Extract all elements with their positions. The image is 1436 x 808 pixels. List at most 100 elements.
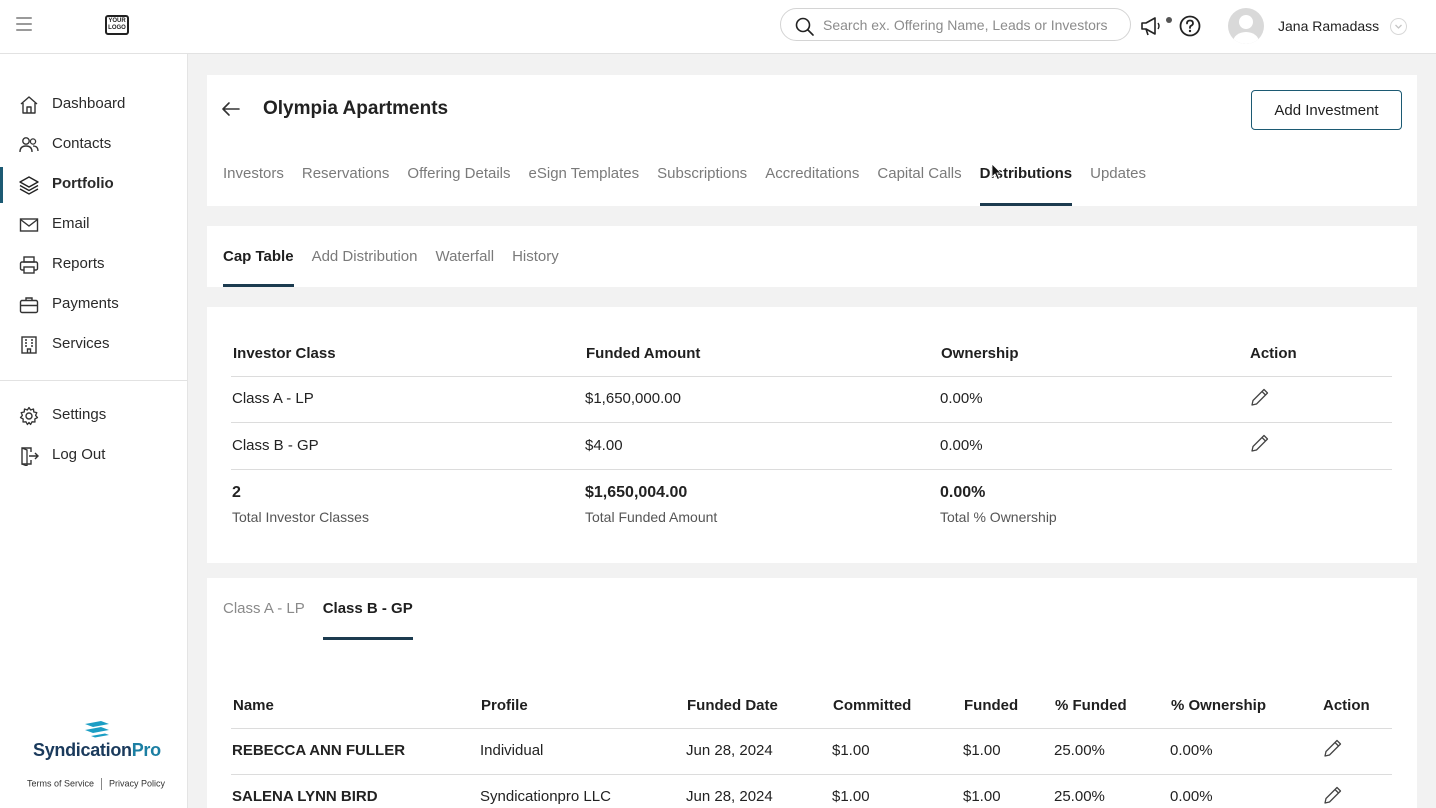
total-funded-value: $1,650,004.00 [585,484,688,501]
percent-funded-cell: 25.00% [1054,788,1105,805]
row-divider [231,728,1392,729]
sidebar-item-label: Payments [52,295,119,312]
column-header: Name [233,697,274,714]
tab-updates[interactable]: Updates [1090,165,1146,182]
mouse-cursor-icon [991,163,1002,181]
menu-icon[interactable] [16,17,32,31]
sidebar-item-contacts[interactable]: Contacts [0,127,187,163]
column-header: Committed [833,697,912,714]
user-name[interactable]: Jana Ramadass [1278,18,1380,34]
tab-class-a-lp[interactable]: Class A - LP [223,600,305,617]
subtab-waterfall[interactable]: Waterfall [435,248,495,265]
sidebar-item-label: Dashboard [52,95,126,112]
column-header: % Ownership [1171,697,1267,714]
gear-icon [19,406,39,426]
notification-dot [1166,17,1172,23]
logout-icon [21,447,39,466]
sidebar-item-portfolio[interactable]: Portfolio [0,167,187,203]
add-investment-button[interactable]: Add Investment [1251,90,1402,130]
terms-link[interactable]: Terms of Service [27,778,95,789]
back-arrow-icon[interactable] [221,101,241,117]
sidebar-item-label: Portfolio [52,175,114,192]
sidebar-item-payments[interactable]: Payments [0,287,187,323]
tab-reservations[interactable]: Reservations [301,165,390,182]
sidebar-item-label: Services [52,335,110,352]
page-title: Olympia Apartments [263,98,449,119]
column-header: Action [1323,697,1370,714]
sidebar-item-label: Log Out [52,446,106,463]
printer-icon [19,256,39,274]
edit-pencil-icon[interactable] [1249,433,1270,454]
edit-pencil-icon[interactable] [1322,785,1343,806]
search-input[interactable] [823,15,1123,35]
total-ownership-value: 0.00% [940,484,986,501]
column-header: Funded Date [687,697,778,714]
sidebar-item-reports[interactable]: Reports [0,247,187,283]
users-icon [19,137,39,153]
privacy-link[interactable]: Privacy Policy [109,778,166,789]
investor-name-cell[interactable]: SALENA LYNN BIRD [232,788,378,805]
profile-cell: Individual [480,742,544,759]
sidebar-item-label: Settings [52,406,107,423]
profile-cell: Syndicationpro LLC [480,788,611,805]
investor-name-cell[interactable]: REBECCA ANN FULLER [232,742,406,759]
column-header: Action [1250,345,1297,362]
megaphone-icon[interactable] [1140,15,1164,37]
avatar[interactable] [1228,8,1264,44]
sidebar-item-email[interactable]: Email [0,207,187,243]
column-header: Funded [964,697,1019,714]
column-header: Funded Amount [586,345,701,362]
total-funded-label: Total Funded Amount [585,509,718,525]
home-icon [20,96,38,114]
tab-class-b-gp[interactable]: Class B - GP [322,600,413,640]
offering-tabs: Investors Reservations Offering Details eSi… [223,165,1164,206]
percent-funded-cell: 25.00% [1054,742,1105,759]
percent-ownership-cell: 0.00% [1170,788,1213,805]
subtab-history[interactable]: History [512,248,559,265]
sidebar-item-logout[interactable]: Log Out [0,438,187,474]
tab-accreditations[interactable]: Accreditations [765,165,860,182]
mail-icon [19,218,39,232]
tab-subscriptions[interactable]: Subscriptions [657,165,748,182]
total-classes-value: 2 [232,484,241,501]
tab-offering-details[interactable]: Offering Details [407,165,511,182]
help-icon[interactable] [1179,15,1201,37]
funded-cell: $1.00 [963,788,1001,805]
sidebar: Dashboard Contacts Portfolio Email Repor… [0,54,188,808]
company-logo: YOUR LOGO [105,15,129,35]
footer-links: Terms of Service Privacy Policy [27,778,165,790]
subtab-cap-table[interactable]: Cap Table [223,248,294,287]
brand-mark-icon [85,721,109,738]
briefcase-icon [19,297,39,314]
sidebar-item-settings[interactable]: Settings [0,398,187,434]
layers-icon [19,176,39,195]
sidebar-item-label: Contacts [52,135,112,152]
cap-table: Investor Class Funded Amount Ownership A… [207,307,1417,563]
funded-cell: $1.00 [963,742,1001,759]
chevron-down-icon[interactable] [1390,18,1407,35]
column-header: Ownership [941,345,1019,362]
subtab-add-distribution[interactable]: Add Distribution [311,248,418,265]
search-icon [795,17,814,36]
row-divider [231,376,1392,377]
row-divider [231,469,1392,470]
tab-esign-templates[interactable]: eSign Templates [528,165,640,182]
class-investors: Class A - LP Class B - GP Name Profile Fu… [207,578,1417,808]
committed-cell: $1.00 [832,742,870,759]
tab-capital-calls[interactable]: Capital Calls [877,165,962,182]
tab-investors[interactable]: Investors [223,165,284,182]
row-divider [231,422,1392,423]
edit-pencil-icon[interactable] [1322,738,1343,759]
ownership-cell: 0.00% [940,437,983,454]
column-header: Investor Class [233,345,336,362]
sidebar-item-services[interactable]: Services [0,327,187,363]
sidebar-item-dashboard[interactable]: Dashboard [0,87,187,123]
edit-pencil-icon[interactable] [1249,387,1270,408]
tab-distributions[interactable]: Distributions [979,165,1072,206]
sidebar-item-label: Reports [52,255,105,272]
column-header: % Funded [1055,697,1127,714]
sidebar-item-label: Email [52,215,90,232]
committed-cell: $1.00 [832,788,870,805]
funded-date-cell: Jun 28, 2024 [686,788,773,805]
ownership-cell: 0.00% [940,390,983,407]
